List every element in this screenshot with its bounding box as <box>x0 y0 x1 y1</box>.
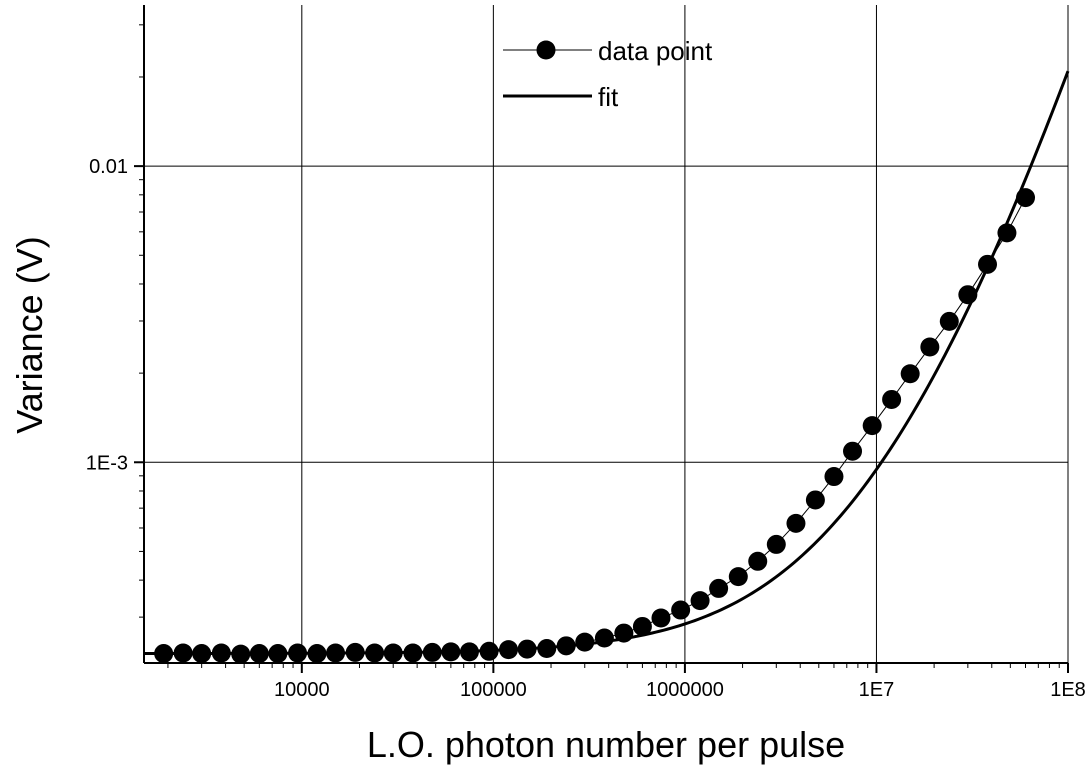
data-point-marker <box>537 639 557 659</box>
data-point-marker <box>403 643 423 663</box>
data-point-marker <box>862 416 882 436</box>
legend-label-data: data point <box>598 36 713 66</box>
data-point-marker <box>556 636 576 656</box>
data-point-marker <box>824 467 844 487</box>
fit-line <box>144 70 1070 656</box>
legend-label-fit: fit <box>598 82 619 112</box>
data-point-marker <box>288 643 308 663</box>
data-point-marker <box>383 643 403 663</box>
x-tick-label: 1000000 <box>646 679 724 701</box>
data-point-marker <box>843 441 863 461</box>
data-point-marker <box>441 642 461 662</box>
data-point-marker <box>900 364 920 384</box>
data-point-marker <box>154 644 174 664</box>
data-point-marker <box>326 643 346 663</box>
x-tick-label: 1E8 <box>1050 679 1086 701</box>
data-point-marker <box>614 623 634 643</box>
legend: data point fit <box>503 36 713 112</box>
data-point-marker <box>748 551 768 571</box>
data-point-marker <box>249 644 269 664</box>
y-tick-label: 0.01 <box>89 156 128 178</box>
fit-curve <box>144 70 1070 656</box>
data-point-marker <box>211 643 231 663</box>
data-point-marker <box>231 644 251 664</box>
data-point-marker <box>939 311 959 331</box>
data-point-marker <box>479 641 499 661</box>
data-point-marker <box>173 643 193 663</box>
y-axis-title: Variance (V) <box>9 236 50 433</box>
x-tick-label: 10000 <box>274 679 330 701</box>
legend-data-marker <box>536 40 556 60</box>
data-connecting-line <box>163 197 1026 655</box>
data-point-marker <box>709 578 729 598</box>
data-point-marker <box>882 389 902 409</box>
x-tick-label: 1E7 <box>859 679 895 701</box>
data-point-marker <box>997 223 1017 243</box>
axes: 10000 100000 1000000 1E7 1E8 1E-3 0.01 <box>86 5 1086 701</box>
grid-lines <box>144 5 1069 663</box>
x-axis-title: L.O. photon number per pulse <box>367 724 845 765</box>
data-point-marker <box>594 628 614 648</box>
data-point-marker <box>766 534 786 554</box>
data-point-marker <box>192 644 212 664</box>
data-point-marker <box>786 513 806 533</box>
data-point-marker <box>499 640 519 660</box>
data-point-marker <box>978 254 998 274</box>
data-point-marker <box>632 616 652 636</box>
data-point-marker <box>671 600 691 620</box>
x-tick-label: 100000 <box>460 679 527 701</box>
data-point-marker <box>1016 188 1036 208</box>
data-series <box>154 188 1036 664</box>
data-point-marker <box>805 490 825 510</box>
data-point-marker <box>307 644 327 664</box>
data-point-marker <box>422 642 442 662</box>
data-point-marker <box>575 632 595 652</box>
data-point-marker <box>690 591 710 611</box>
y-tick-label: 1E-3 <box>86 452 128 474</box>
data-point-marker <box>517 639 537 659</box>
data-point-marker <box>920 337 940 357</box>
data-point-marker <box>728 567 748 587</box>
data-point-marker <box>651 608 671 628</box>
data-point-marker <box>459 642 479 662</box>
data-point-marker <box>268 644 288 664</box>
data-point-marker <box>345 642 365 662</box>
data-point-marker <box>958 285 978 305</box>
data-point-marker <box>365 643 385 663</box>
